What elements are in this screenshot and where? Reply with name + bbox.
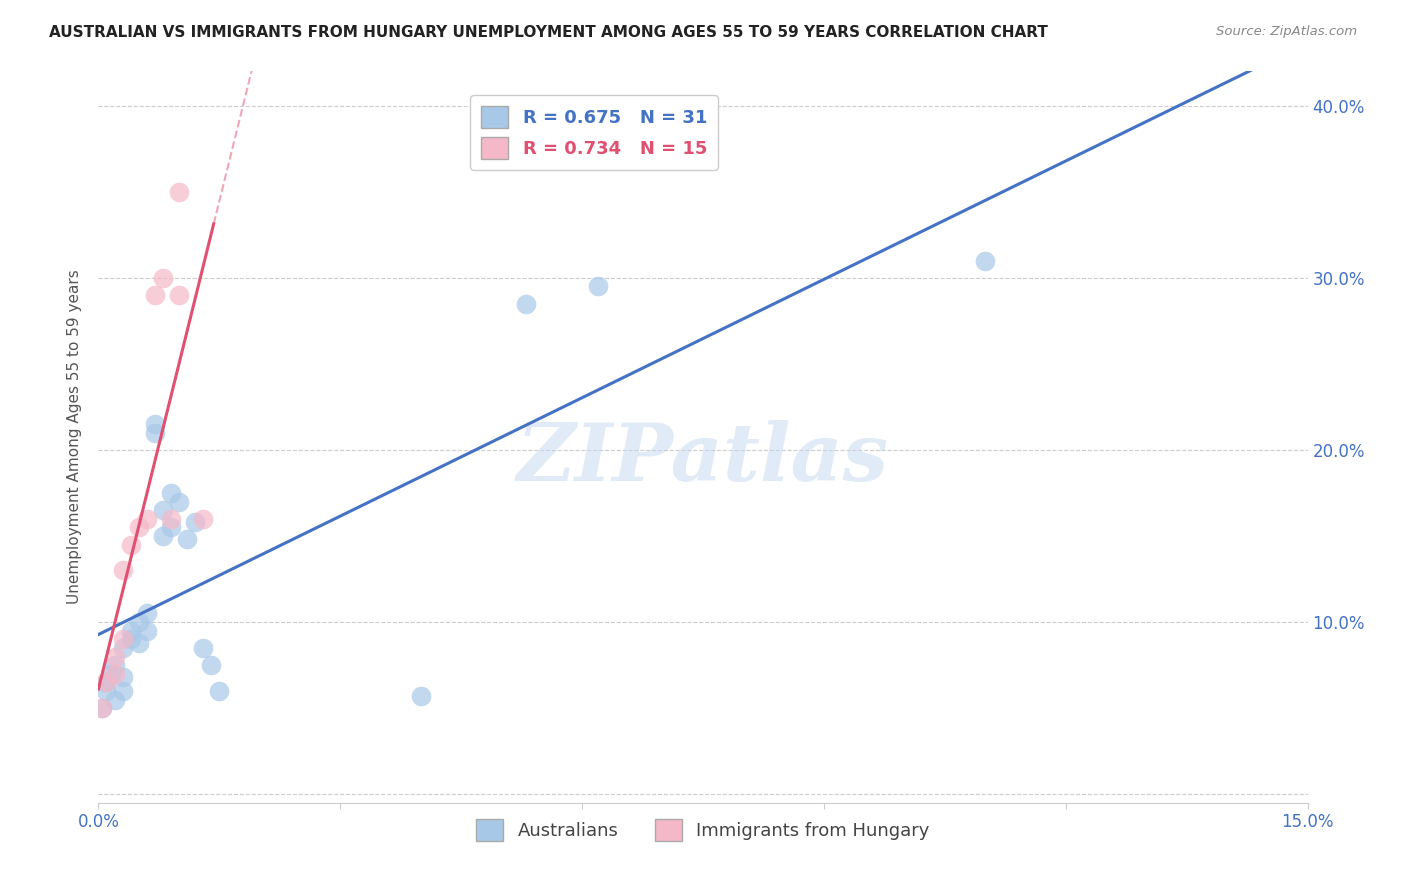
Point	[515, 296, 537, 310]
Legend: Australians, Immigrants from Hungary: Australians, Immigrants from Hungary	[470, 812, 936, 848]
Point	[143, 417, 166, 432]
Point	[193, 512, 215, 526]
Point	[167, 185, 190, 199]
Point	[176, 533, 198, 547]
Point	[160, 512, 183, 526]
Point	[409, 689, 432, 703]
Point	[128, 615, 150, 629]
Point	[96, 684, 118, 698]
Point	[200, 658, 222, 673]
Text: ZIPatlas: ZIPatlas	[517, 420, 889, 498]
Point	[120, 624, 142, 638]
Point	[193, 640, 215, 655]
Text: Source: ZipAtlas.com: Source: ZipAtlas.com	[1216, 25, 1357, 38]
Point	[120, 538, 142, 552]
Point	[111, 632, 134, 647]
Point	[143, 425, 166, 440]
Point	[160, 486, 183, 500]
Point	[135, 512, 157, 526]
Point	[111, 564, 134, 578]
Point	[128, 520, 150, 534]
Point	[167, 494, 190, 508]
Point	[103, 649, 125, 664]
Point	[103, 658, 125, 673]
Point	[128, 636, 150, 650]
Point	[91, 701, 114, 715]
Point	[91, 701, 114, 715]
Point	[135, 624, 157, 638]
Point	[96, 675, 118, 690]
Point	[208, 684, 231, 698]
Point	[135, 607, 157, 621]
Point	[160, 520, 183, 534]
Point	[103, 692, 125, 706]
Point	[100, 666, 122, 681]
Point	[96, 675, 118, 690]
Text: AUSTRALIAN VS IMMIGRANTS FROM HUNGARY UNEMPLOYMENT AMONG AGES 55 TO 59 YEARS COR: AUSTRALIAN VS IMMIGRANTS FROM HUNGARY UN…	[49, 25, 1047, 40]
Point	[586, 279, 609, 293]
Point	[120, 632, 142, 647]
Point	[974, 253, 997, 268]
Point	[152, 271, 174, 285]
Point	[143, 288, 166, 302]
Point	[111, 670, 134, 684]
Point	[184, 516, 207, 530]
Point	[111, 640, 134, 655]
Point	[103, 666, 125, 681]
Y-axis label: Unemployment Among Ages 55 to 59 years: Unemployment Among Ages 55 to 59 years	[67, 269, 83, 605]
Point	[152, 529, 174, 543]
Point	[152, 503, 174, 517]
Point	[111, 684, 134, 698]
Point	[167, 288, 190, 302]
